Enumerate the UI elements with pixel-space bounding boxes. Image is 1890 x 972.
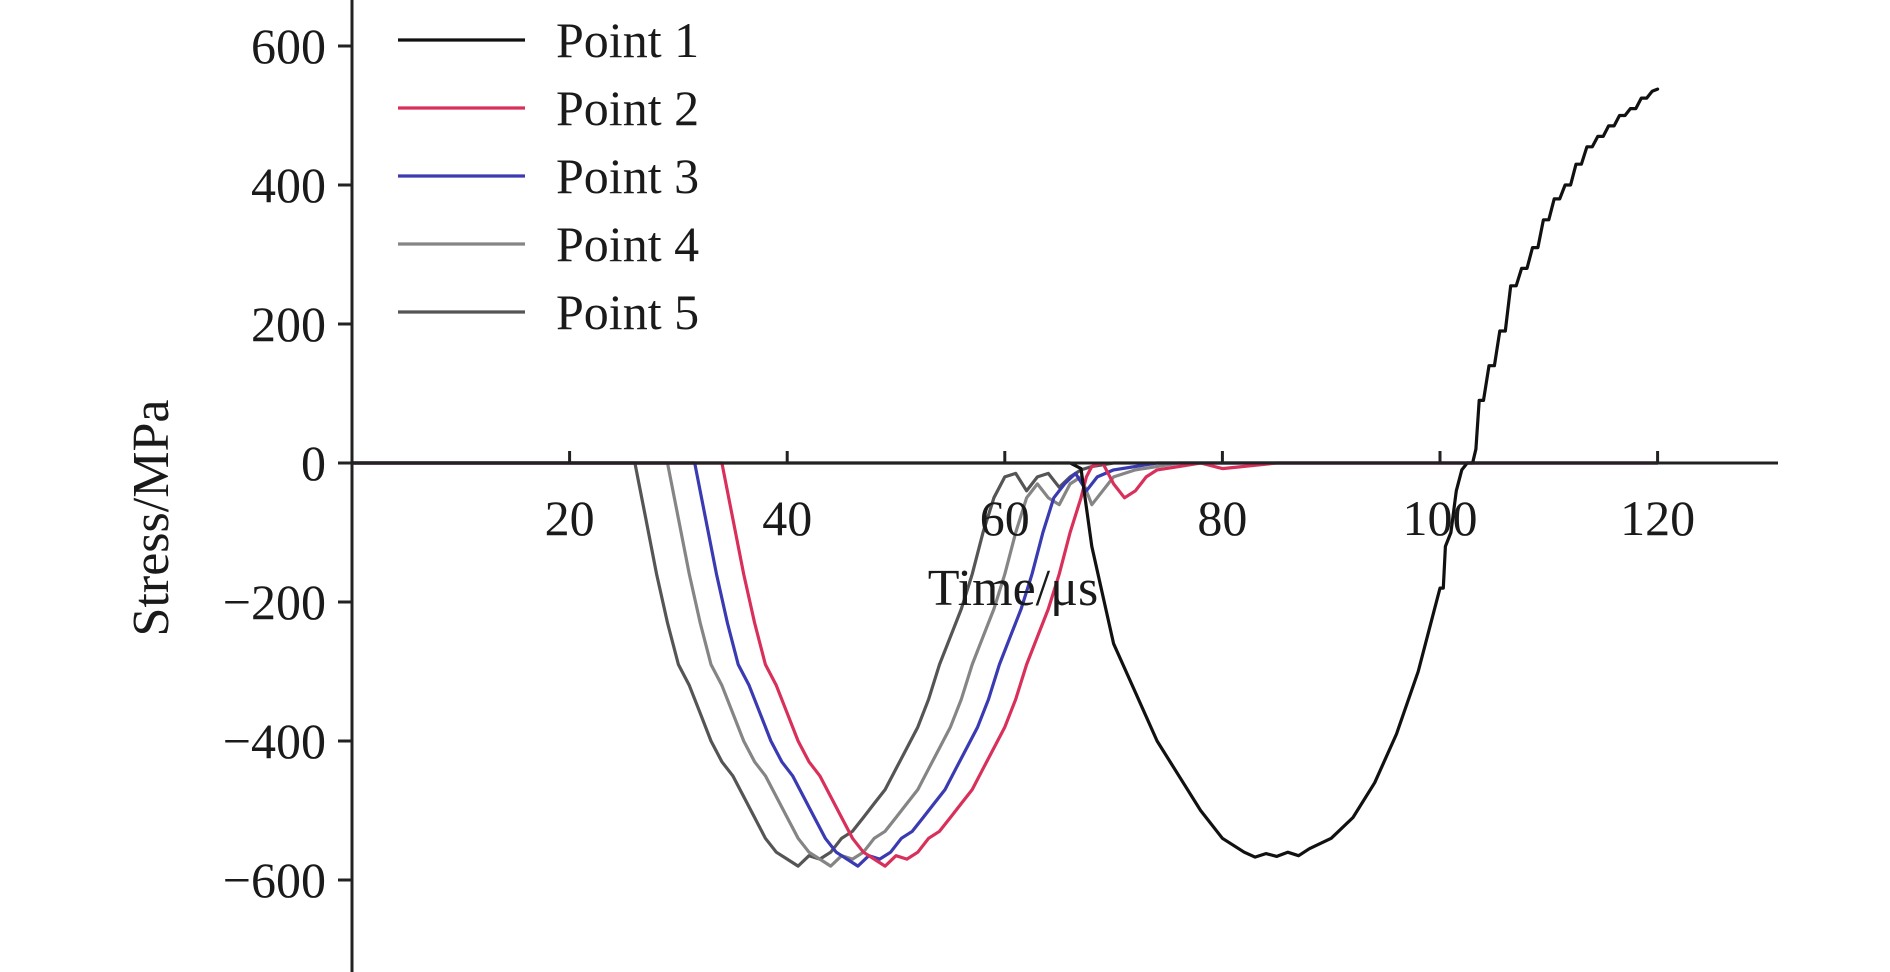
legend-label: Point 5: [556, 284, 699, 340]
y-tick-label: 400: [251, 157, 326, 213]
series-line-point-4: [350, 461, 1660, 868]
series-line-point-2: [350, 461, 1660, 868]
legend-item-point-5: Point 5: [398, 284, 699, 340]
legend-item-point-1: Point 1: [398, 12, 699, 68]
x-tick-label: 80: [1197, 490, 1247, 546]
y-axis-title: Stress/MPa: [123, 400, 180, 637]
legend-label: Point 1: [556, 12, 699, 68]
legend-item-point-3: Point 3: [398, 148, 699, 204]
legend-item-point-2: Point 2: [398, 80, 699, 136]
y-tick-label: 0: [301, 435, 326, 491]
x-axis-title: Time/μs: [928, 560, 1098, 617]
y-tick-label: −200: [223, 574, 326, 630]
legend-label: Point 2: [556, 80, 699, 136]
legend-item-point-4: Point 4: [398, 216, 699, 272]
y-tick-label: 200: [251, 296, 326, 352]
axes-layer: 20 40 60 80 100 120 600 400 200 0 −200 −400 −600: [223, 0, 1778, 972]
y-tick-label: 600: [251, 18, 326, 74]
x-tick-label: 60: [980, 490, 1030, 546]
x-tick-label: 100: [1403, 490, 1478, 546]
series-line-point-3: [350, 461, 1660, 868]
legend-label: Point 4: [556, 216, 699, 272]
y-tick-label: −600: [223, 852, 326, 908]
y-tick-label: −400: [223, 713, 326, 769]
x-tick-label: 40: [762, 490, 812, 546]
legend-label: Point 3: [556, 148, 699, 204]
series-layer: [350, 87, 1660, 868]
x-tick-label: 20: [545, 490, 595, 546]
x-tick-label: 120: [1620, 490, 1695, 546]
series-line-point-1: [350, 87, 1660, 859]
legend: Point 1 Point 2 Point 3 Point 4 Point 5: [398, 12, 699, 340]
series-line-point-5: [350, 461, 1660, 868]
